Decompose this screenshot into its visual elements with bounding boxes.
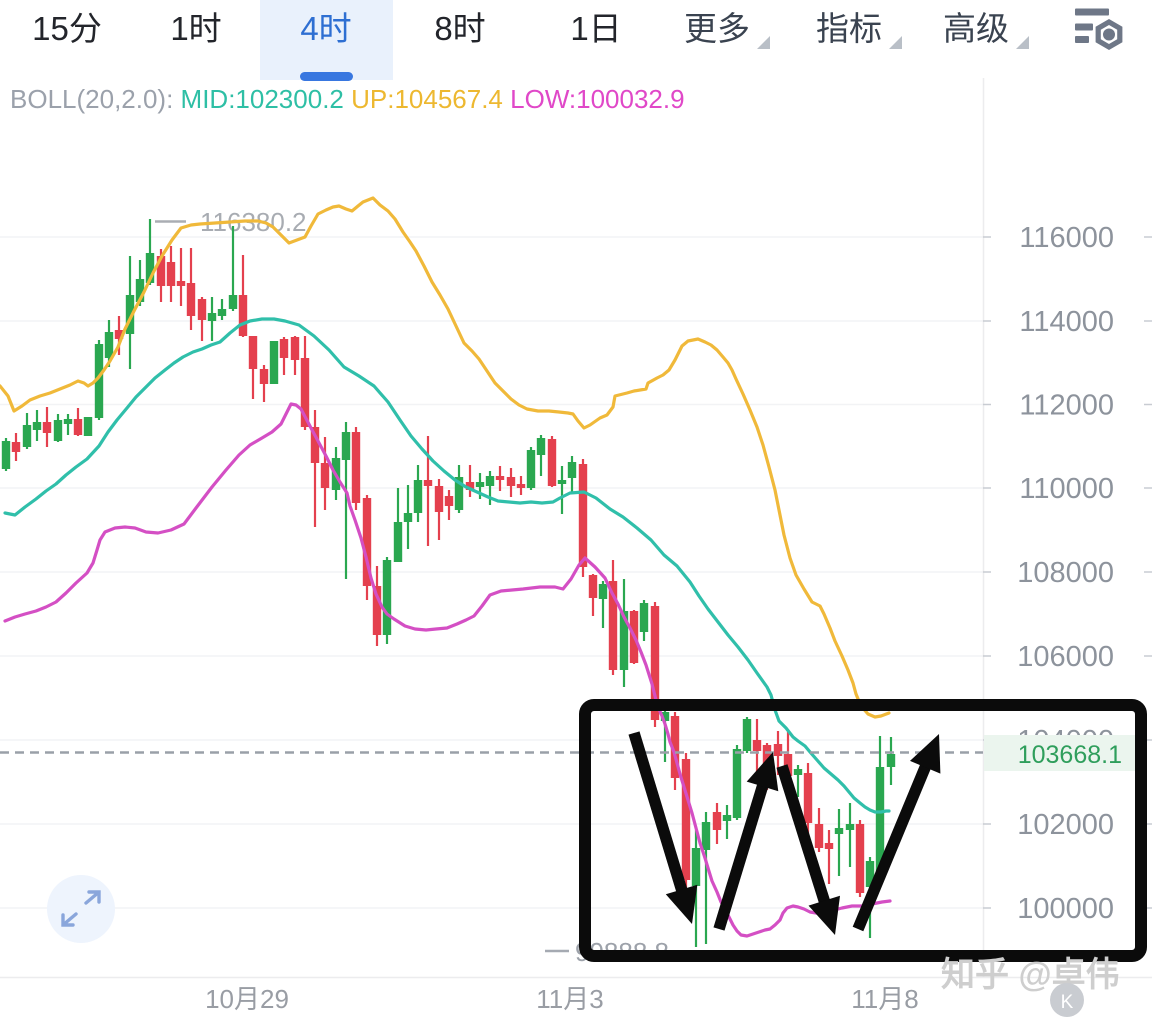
svg-text:10月29: 10月29 (205, 984, 289, 1014)
svg-text:11月3: 11月3 (536, 984, 603, 1014)
svg-text:116000: 116000 (1019, 222, 1114, 254)
svg-text:103668.1: 103668.1 (1018, 741, 1122, 769)
svg-text:知乎 @卓伟: 知乎 @卓伟 (941, 956, 1120, 994)
svg-text:114000: 114000 (1019, 306, 1114, 338)
svg-text:11月8: 11月8 (851, 984, 918, 1014)
svg-text:106000: 106000 (1017, 641, 1114, 673)
svg-text:100000: 100000 (1017, 893, 1114, 925)
svg-text:108000: 108000 (1017, 557, 1114, 589)
svg-text:112000: 112000 (1019, 390, 1114, 422)
svg-text:110000: 110000 (1019, 473, 1114, 505)
svg-text:K: K (1061, 992, 1074, 1013)
svg-text:102000: 102000 (1017, 809, 1114, 841)
